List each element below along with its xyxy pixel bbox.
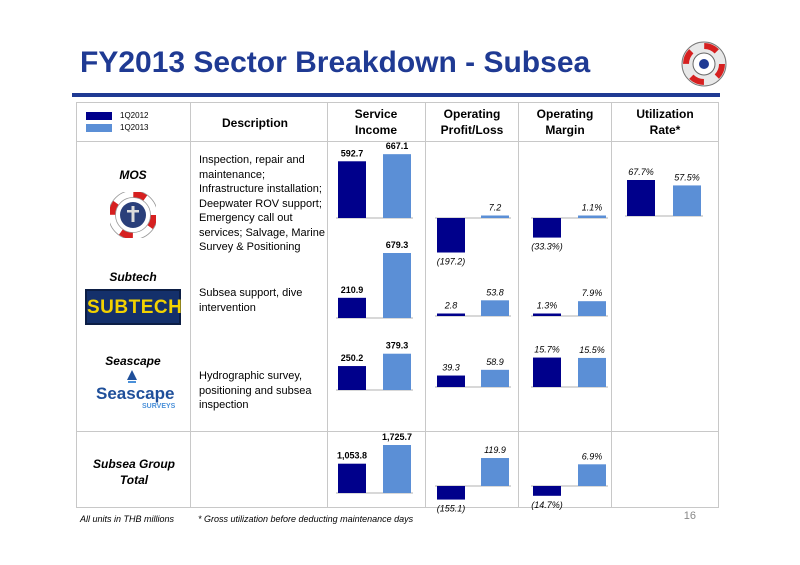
- description-seascape: Hydrographic survey, positioning and sub…: [199, 370, 312, 411]
- total-divider: [76, 431, 719, 432]
- header-divider: [76, 141, 719, 142]
- seascape-logo-text: Seascape: [96, 384, 175, 403]
- col-divider: [611, 102, 612, 508]
- company-emblem-logo: [681, 41, 727, 87]
- page-title: FY2013 Sector Breakdown - Subsea: [80, 46, 591, 79]
- sector-name-subtech: Subtech: [109, 270, 157, 284]
- legend-label-1q2013: 1Q2013: [120, 123, 149, 132]
- footnote-gross-utilization: * Gross utilization before deducting mai…: [198, 514, 414, 524]
- description-subtech: Subsea support, dive intervention: [199, 287, 303, 314]
- legend-swatch-1q2012: [86, 112, 112, 120]
- col-divider: [518, 102, 519, 508]
- mos-lifebuoy-logo: [110, 192, 156, 238]
- sector-name-total: Subsea Group Total: [92, 457, 175, 487]
- legend-swatch-1q2013: [86, 124, 112, 132]
- sector-name-mos: MOS: [119, 168, 147, 182]
- title-rule: [72, 93, 720, 97]
- legend-label-1q2012: 1Q2012: [120, 111, 149, 120]
- footnote-units: All units in THB millions: [80, 514, 175, 524]
- seascape-logo-subtext: SURVEYS: [142, 403, 176, 410]
- header-service-income: Service Income: [354, 107, 398, 137]
- col-divider: [327, 102, 328, 508]
- seascape-mark-icon: [127, 370, 137, 383]
- header-operating-margin: Operating Margin: [536, 107, 594, 137]
- description-mos: Inspection, repair and maintenance; Infr…: [199, 154, 325, 253]
- table-frame: [76, 102, 719, 508]
- col-divider: [425, 102, 426, 508]
- header-operating-profit: Operating Profit/Loss: [440, 107, 504, 137]
- header-description: Description: [221, 116, 288, 130]
- seascape-logo: Seascape SURVEYS: [96, 370, 176, 414]
- sector-name-seascape: Seascape: [105, 354, 161, 368]
- subtech-logo-text: SUBTECH: [87, 297, 183, 318]
- header-utilization: Utilization Rate*: [636, 107, 694, 137]
- col-divider: [190, 102, 191, 508]
- subtech-logo: SUBTECH: [85, 289, 183, 325]
- page-number: 16: [683, 510, 696, 522]
